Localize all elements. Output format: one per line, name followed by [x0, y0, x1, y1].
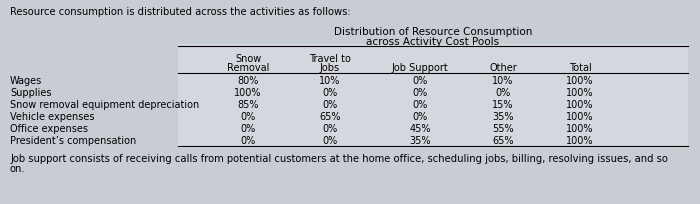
Text: 0%: 0%: [240, 112, 256, 122]
Text: President’s compensation: President’s compensation: [10, 136, 136, 146]
Text: 35%: 35%: [410, 136, 430, 146]
Text: 100%: 100%: [566, 88, 594, 98]
Text: on.: on.: [10, 164, 26, 174]
Text: 0%: 0%: [323, 136, 337, 146]
Text: Vehicle expenses: Vehicle expenses: [10, 112, 94, 122]
Text: 35%: 35%: [492, 112, 514, 122]
Text: Snow: Snow: [235, 54, 261, 64]
Text: Supplies: Supplies: [10, 88, 52, 98]
Text: 100%: 100%: [566, 136, 594, 146]
Text: 0%: 0%: [412, 76, 428, 86]
Text: 0%: 0%: [412, 88, 428, 98]
Bar: [178, 44, 688, 148]
Text: 65%: 65%: [492, 136, 514, 146]
Text: across Activity Cost Pools: across Activity Cost Pools: [366, 37, 500, 47]
Text: 45%: 45%: [410, 124, 430, 134]
Text: 80%: 80%: [237, 76, 259, 86]
Text: Office expenses: Office expenses: [10, 124, 88, 134]
Text: Job Support: Job Support: [391, 63, 449, 73]
Text: Total: Total: [568, 63, 592, 73]
Text: 0%: 0%: [240, 124, 256, 134]
Text: 100%: 100%: [566, 76, 594, 86]
Text: 0%: 0%: [412, 112, 428, 122]
Text: 10%: 10%: [319, 76, 341, 86]
Text: 85%: 85%: [237, 100, 259, 110]
Text: Wages: Wages: [10, 76, 42, 86]
Text: 100%: 100%: [566, 100, 594, 110]
Text: Jobs: Jobs: [320, 63, 340, 73]
Text: Other: Other: [489, 63, 517, 73]
Text: Resource consumption is distributed across the activities as follows:: Resource consumption is distributed acro…: [10, 7, 351, 17]
Text: 0%: 0%: [496, 88, 510, 98]
Text: Distribution of Resource Consumption: Distribution of Resource Consumption: [334, 27, 532, 37]
Text: 0%: 0%: [412, 100, 428, 110]
Text: 65%: 65%: [319, 112, 341, 122]
Text: 100%: 100%: [234, 88, 262, 98]
Text: 15%: 15%: [492, 100, 514, 110]
Text: 55%: 55%: [492, 124, 514, 134]
Text: 100%: 100%: [566, 112, 594, 122]
Text: Snow removal equipment depreciation: Snow removal equipment depreciation: [10, 100, 199, 110]
Text: 100%: 100%: [566, 124, 594, 134]
Text: Travel to: Travel to: [309, 54, 351, 64]
Text: Removal: Removal: [227, 63, 270, 73]
Text: 0%: 0%: [323, 100, 337, 110]
Text: Job support consists of receiving calls from potential customers at the home off: Job support consists of receiving calls …: [10, 154, 668, 164]
Text: 0%: 0%: [323, 88, 337, 98]
Text: 10%: 10%: [492, 76, 514, 86]
Text: 0%: 0%: [240, 136, 256, 146]
Text: 0%: 0%: [323, 124, 337, 134]
